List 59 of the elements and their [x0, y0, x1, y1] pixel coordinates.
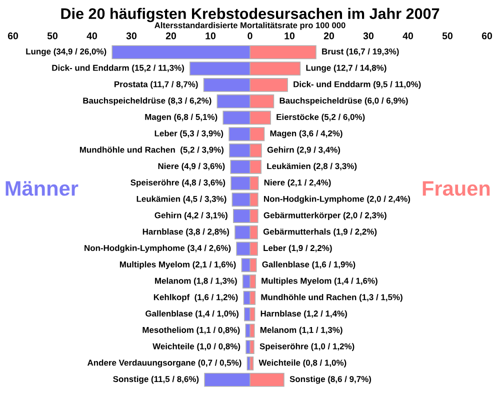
- x-tick-label: 0: [248, 32, 252, 40]
- text: Männer: [6, 181, 78, 196]
- y-tick-label: Non-Hodgkin-Lymphome (2,0 / 2,4%): [264, 196, 410, 204]
- y-tick-label: Niere (4,9 / 3,6%): [158, 162, 225, 171]
- x-tick-label: 50: [47, 32, 58, 40]
- y-tick-label: Leukämien (2,8 / 3,3%): [267, 162, 357, 171]
- y-tick-label: Mundhöhle und Rachen (5,2 / 3,9%): [80, 146, 224, 154]
- y-tick-label: Dick- und Enddarm (15,2 / 11,3%): [52, 64, 184, 73]
- x-tick-label: 40: [86, 32, 98, 40]
- y-tick-label: Non-Hodgkin-Lymphome (3,4 / 2,6%): [84, 244, 231, 253]
- y-tick-label: Mundhöhle und Rachen (1,3 / 1,5%): [261, 294, 402, 302]
- y-tick-label: Melanom (1,1 / 1,3%): [260, 326, 342, 335]
- y-tick-label: Gallenblase (1,4 / 1,0%): [146, 310, 238, 318]
- x-tick-label: 50: [442, 32, 453, 40]
- y-tick-label: Lunge (34,9 / 26,0%): [26, 48, 106, 56]
- y-tick-label: Andere Verdauungsorgane (0,7 / 0,5%): [87, 359, 242, 368]
- x-tick-label: 10: [284, 32, 295, 40]
- x-tick-label: 10: [206, 32, 216, 40]
- x-tick-label: 30: [126, 32, 137, 40]
- y-tick-label: Lunge (12,7 / 14,8%): [306, 64, 386, 73]
- y-tick-label: Weichteile (1,0 / 0,8%): [152, 343, 240, 351]
- y-tick-label: Leber (5,3 / 3,9%): [154, 130, 224, 138]
- chart-title: Die 20 häufigsten Krebstodesursachen im Jahr 2007: [61, 8, 440, 22]
- y-tick-label: Gebärmutterhals (1,9 / 2,2%): [263, 228, 377, 236]
- x-tick-label: 60: [482, 32, 492, 40]
- y-tick-label: Gehirn (4,2 / 3,1%): [154, 212, 228, 220]
- y-tick-label: Harnblase (3,8 / 2,8%): [142, 228, 230, 236]
- y-tick-label: Bauchspeicheldrüse (8,3 / 6,2%): [83, 97, 212, 106]
- y-tick-label: Speiseröhre (1,0 / 1,2%): [260, 343, 354, 351]
- chart-subtitle: Altersstandardisierte Mortalitätsrate pro 100 000: [154, 22, 346, 30]
- y-tick-label: Kehlkopf (1,6 / 1,2%): [154, 294, 238, 302]
- x-tick-label: 60: [8, 32, 18, 40]
- y-tick-label: Dick- und Enddarm (9,5 / 11,0%): [294, 81, 421, 89]
- y-tick-label: Magen (3,6 / 4,2%): [270, 130, 342, 138]
- y-tick-label: Multiples Myelom (1,4 / 1,6%): [262, 278, 378, 286]
- y-tick-label: Gallenblase (1,6 / 1,9%): [262, 261, 356, 270]
- y-tick-label: Sonstige (11,5 / 8,6%): [113, 376, 199, 384]
- text: Frauen: [422, 181, 490, 196]
- y-tick-label: Prostata (11,7 / 8,7%): [114, 81, 198, 89]
- x-tick-label: 30: [363, 32, 374, 40]
- y-tick-label: Melanom (1,8 / 1,3%): [155, 278, 237, 286]
- y-tick-label: Multiples Myelom (2,1 / 1,6%): [120, 261, 236, 270]
- y-tick-label: Bauchspeicheldrüse (6,0 / 6,9%): [280, 97, 408, 106]
- y-tick-label: Leukämien (4,5 / 3,3%): [136, 196, 226, 204]
- y-tick-label: Harnblase (1,2 / 1,4%): [260, 310, 347, 318]
- y-tick-label: Niere (2,1 / 2,4%): [264, 179, 331, 188]
- y-tick-label: Gehirn (2,9 / 3,4%): [267, 146, 340, 154]
- x-tick-label: 40: [402, 32, 414, 40]
- y-tick-label: Weichteile (0,8 / 1,0%): [258, 359, 346, 368]
- x-tick-label: 20: [324, 32, 334, 40]
- y-tick-label: Leber (1,9 / 2,2%): [264, 244, 332, 253]
- y-tick-label: Magen (6,8 / 5,1%): [145, 114, 218, 122]
- y-tick-label: Mesotheliom (1,1 / 0,8%): [142, 326, 240, 335]
- y-tick-label: Eierstöcke (5,2 / 6,0%): [276, 114, 365, 122]
- x-tick-label: 20: [166, 32, 176, 40]
- y-tick-label: Speiseröhre (4,8 / 3,6%): [130, 179, 226, 188]
- y-tick-label: Brust (16,7 / 19,3%): [322, 48, 399, 56]
- y-tick-label: Gebärmutterkörper (2,0 / 2,3%): [264, 212, 386, 220]
- y-tick-label: Sonstige (8,6 / 9,7%): [290, 376, 372, 384]
